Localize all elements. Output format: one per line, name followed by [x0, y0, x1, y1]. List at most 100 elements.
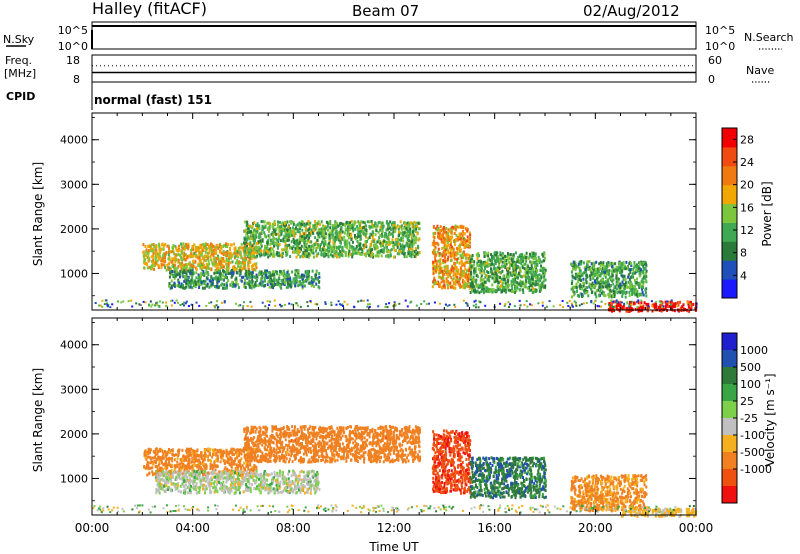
- range-cell: [432, 248, 435, 252]
- range-cell: [470, 258, 473, 262]
- range-cell: [309, 233, 312, 237]
- range-cell: [329, 244, 332, 248]
- range-cell: [312, 279, 315, 283]
- range-cell: [450, 268, 453, 272]
- range-cell: [453, 286, 456, 290]
- range-cell: [369, 245, 372, 249]
- range-cell: [386, 240, 389, 244]
- range-cell: [269, 224, 272, 228]
- range-cell: [450, 231, 453, 235]
- range-cell: [540, 274, 543, 278]
- range-cell: [346, 303, 349, 306]
- range-cell: [503, 258, 506, 262]
- range-cell: [243, 241, 245, 245]
- range-cell: [199, 279, 201, 283]
- range-cell: [366, 305, 369, 308]
- range-cell: [371, 224, 374, 228]
- range-cell: [298, 283, 301, 287]
- range-cell: [590, 283, 593, 287]
- range-cell: [337, 224, 339, 228]
- range-cell: [338, 247, 340, 251]
- range-cell: [307, 255, 310, 259]
- range-cell: [469, 267, 471, 271]
- range-cell: [261, 228, 264, 232]
- range-cell: [469, 264, 472, 268]
- range-cell: [212, 278, 214, 282]
- range-cell: [604, 285, 607, 289]
- range-cell: [399, 247, 402, 251]
- range-cell: [481, 282, 484, 286]
- range-cell: [687, 302, 690, 306]
- range-cell: [189, 285, 192, 289]
- range-cell: [471, 260, 474, 263]
- range-cell: [368, 224, 371, 228]
- range-cell: [638, 286, 641, 290]
- range-cell: [168, 284, 170, 288]
- range-cell: [316, 245, 319, 249]
- range-cell: [250, 305, 253, 308]
- range-cell: [249, 242, 252, 246]
- range-cell: [612, 282, 615, 286]
- range-cell: [471, 288, 473, 292]
- range-cell: [373, 246, 376, 250]
- range-cell: [608, 273, 611, 277]
- range-cell: [158, 245, 161, 249]
- range-cell: [644, 267, 647, 271]
- range-cell: [335, 303, 338, 306]
- range-cell: [519, 304, 522, 307]
- range-cell: [606, 261, 609, 265]
- range-cell: [512, 258, 515, 261]
- range-cell: [318, 245, 320, 249]
- range-cell: [522, 291, 525, 294]
- range-cell: [302, 255, 305, 259]
- range-cell: [619, 283, 622, 287]
- range-cell: [513, 273, 516, 276]
- range-cell: [538, 258, 541, 262]
- range-cell: [471, 281, 474, 285]
- range-cell: [277, 276, 280, 280]
- range-cell: [643, 301, 646, 305]
- range-cell: [357, 244, 360, 247]
- range-cell: [472, 280, 475, 284]
- range-cell: [530, 263, 533, 267]
- range-cell: [264, 269, 267, 273]
- range-cell: [254, 283, 257, 286]
- range-cell: [588, 260, 591, 264]
- range-cell: [601, 281, 604, 285]
- range-cell: [466, 279, 469, 283]
- range-cell: [236, 282, 239, 286]
- range-cell: [621, 267, 624, 271]
- range-cell: [280, 305, 283, 307]
- range-cell: [541, 253, 544, 256]
- range-cell: [168, 266, 171, 270]
- range-cell: [388, 231, 391, 235]
- range-cell: [246, 275, 249, 279]
- range-cell: [256, 229, 259, 233]
- range-cell: [194, 248, 197, 252]
- range-cell: [269, 271, 272, 275]
- range-cell: [357, 227, 360, 231]
- range-cell: [454, 239, 457, 243]
- range-cell: [156, 259, 159, 263]
- range-cell: [275, 252, 278, 256]
- range-cell: [150, 255, 153, 259]
- range-cell: [301, 284, 304, 288]
- range-cell: [312, 224, 315, 228]
- range-cell: [399, 220, 402, 224]
- range-cell: [475, 284, 478, 288]
- range-cell: [363, 246, 365, 250]
- range-cell: [639, 309, 642, 313]
- range-cell: [640, 263, 643, 266]
- range-cell: [307, 270, 309, 274]
- range-cell: [351, 252, 354, 256]
- range-cell: [443, 272, 446, 276]
- range-cell: [480, 267, 483, 271]
- range-cell: [641, 290, 644, 294]
- range-cell: [501, 290, 504, 294]
- range-cell: [163, 243, 166, 247]
- range-cell: [263, 252, 265, 256]
- range-cell: [374, 254, 377, 258]
- range-cell: [183, 304, 185, 307]
- range-cell: [595, 271, 598, 274]
- range-cell: [183, 270, 186, 274]
